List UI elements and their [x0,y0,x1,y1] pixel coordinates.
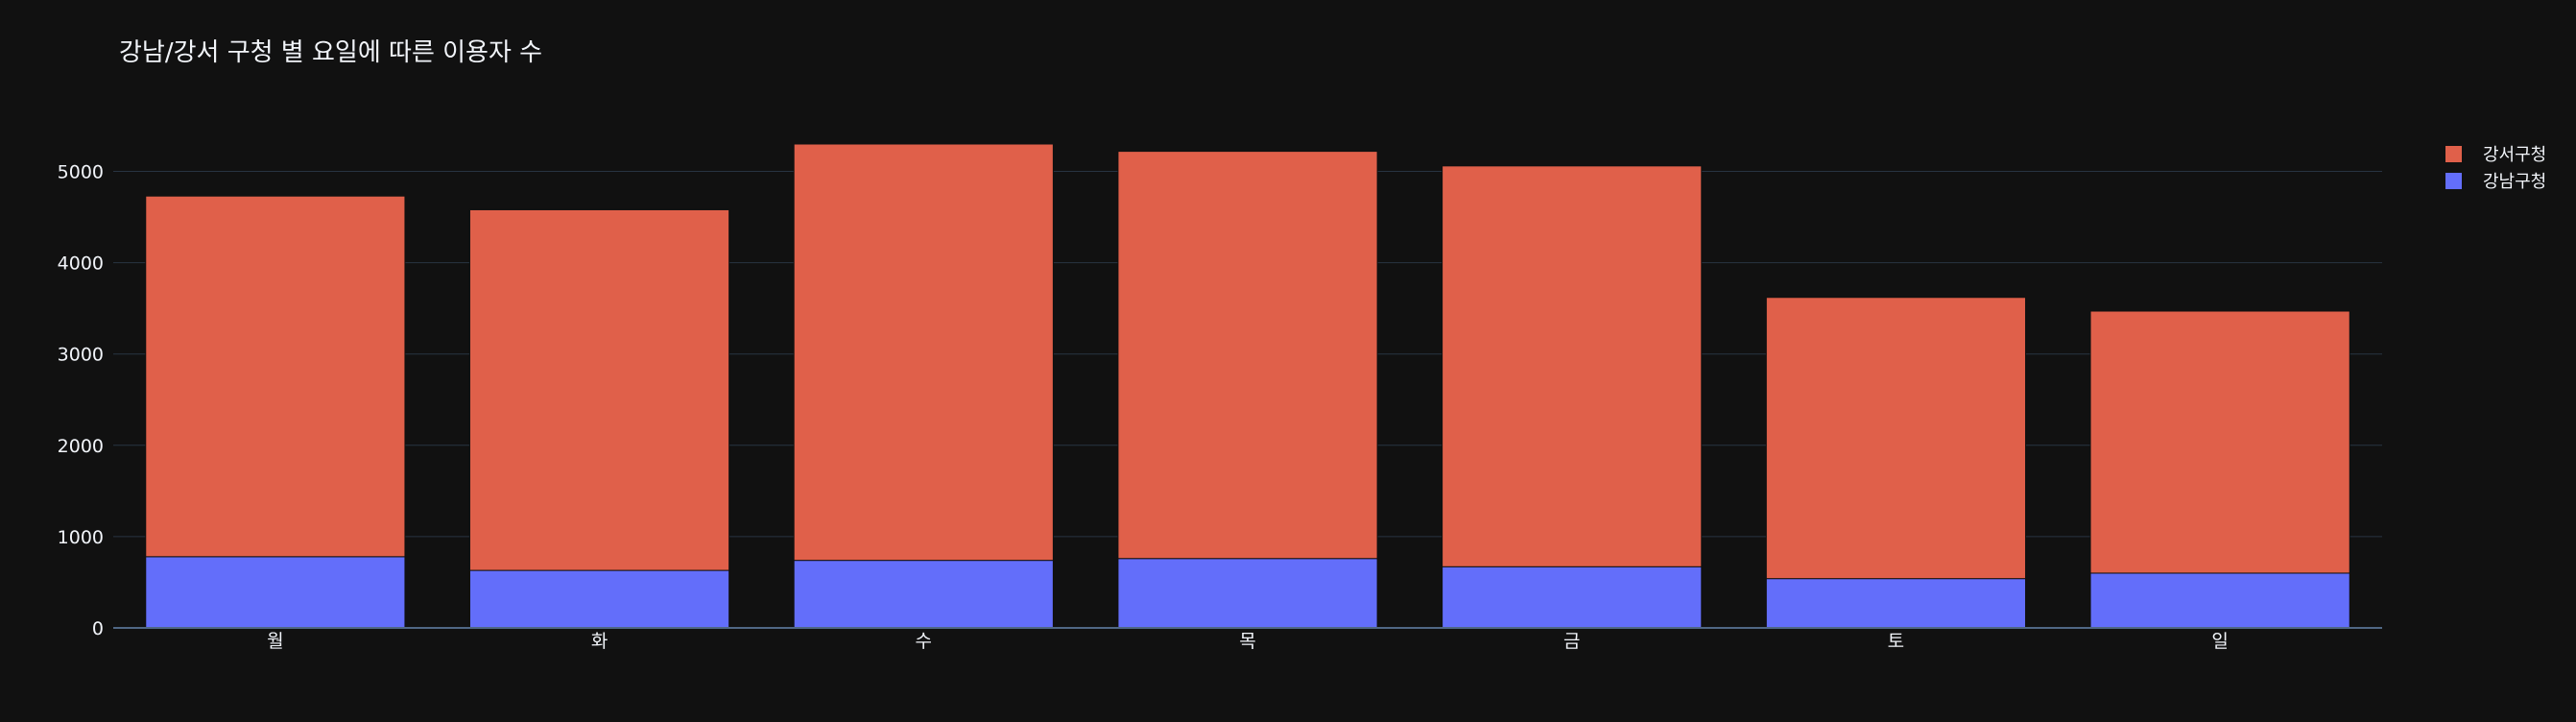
legend-item-gangseo[interactable]: 강서구청 [2445,140,2546,167]
x-tick-label: 일 [2211,631,2228,652]
legend-item-gangnam[interactable]: 강남구청 [2445,167,2546,194]
y-tick-label: 4000 [58,253,104,275]
bars [145,143,2350,629]
legend-swatch-gangseo [2445,145,2462,162]
legend-label-gangseo: 강서구청 [2483,145,2547,165]
y-tick-label: 1000 [58,527,104,548]
bar-segment-gangseo [1117,151,1378,560]
bar-segment-gangnam [468,569,730,629]
bar-segment-gangnam [2089,572,2350,629]
bar-segment-gangnam [793,560,1054,629]
legend-swatch-gangnam [2445,172,2462,189]
y-tick-label: 3000 [58,345,104,366]
bar-segment-gangseo [145,195,406,558]
legend-label-gangnam: 강남구청 [2483,172,2547,192]
x-tick-label: 수 [916,631,932,652]
y-tick-label: 2000 [58,436,104,457]
bar-segment-gangseo [2089,310,2350,574]
bar-segment-gangnam [1765,578,2027,629]
x-tick-label: 월 [267,631,283,652]
axes: 0 1000 2000 3000 4000 5000 월 화 수 목 금 토 일 [58,162,2382,652]
bar-segment-gangnam [1442,566,1703,629]
bar-segment-gangseo [793,143,1054,562]
legend[interactable]: 강서구청 강남구청 [2445,140,2546,194]
x-tick-label: 금 [1563,631,1580,652]
x-tick-label: 화 [591,631,608,652]
bar-segment-gangseo [1765,297,2027,580]
bar-segment-gangseo [1442,165,1703,567]
x-tick-label: 토 [1888,631,1904,652]
x-tick-label: 목 [1239,631,1255,652]
chart-title: 강남/강서 구청 별 요일에 따른 이용자 수 [119,38,543,67]
y-tick-label: 0 [92,618,104,639]
bar-segment-gangnam [1117,558,1378,629]
bar-segment-gangnam [145,556,406,629]
y-tick-label: 5000 [58,162,104,183]
bar-segment-gangseo [468,208,730,571]
